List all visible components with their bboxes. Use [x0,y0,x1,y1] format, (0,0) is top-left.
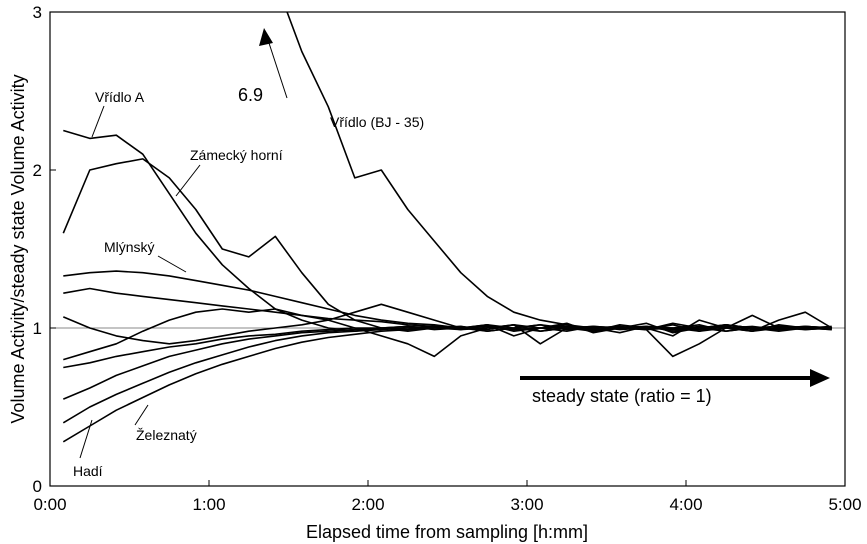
series-line [63,129,832,334]
leader-line [79,419,93,459]
series-line [286,12,832,332]
y-tick-label: 0 [33,477,42,496]
series-label: Zámecký horní [190,147,283,163]
x-tick-label: 2:00 [351,495,384,514]
x-axis-title: Elapsed time from sampling [h:mm] [306,522,588,542]
y-tick-label: 2 [33,161,42,180]
plot-area [50,12,845,443]
leader-line [157,255,187,273]
series-label: Hadí [73,463,103,479]
y-tick-label: 3 [33,3,42,22]
leader-line [175,164,201,197]
plot-frame [49,11,846,487]
annotation: 6.9 [238,85,263,105]
x-tick-label: 1:00 [192,495,225,514]
series-line [62,322,832,400]
series-line [63,287,832,332]
series-label: Vřídlo A [95,89,145,105]
y-tick-label: 1 [33,319,42,338]
series-label: Železnatý [136,427,197,443]
series-label: Mlýnský [104,239,155,255]
x-tick-label: 3:00 [510,495,543,514]
y-axis-title: Volume Activity/steady state Volume Acti… [8,74,28,423]
leader-lines [79,28,830,459]
series-label: Vřídlo (BJ - 35) [330,114,424,130]
peak-arrow-head [259,28,273,46]
leader-line [91,105,105,138]
series-line [62,158,832,332]
annotation: steady state (ratio = 1) [532,386,712,406]
series-line [63,303,833,361]
x-tick-label: 4:00 [669,495,702,514]
x-tick-label: 5:00 [828,495,861,514]
leader-line [134,404,149,426]
x-tick-label: 0:00 [33,495,66,514]
steady-arrow-head [810,369,830,387]
peak-arrow-line [267,39,288,99]
series-line [62,324,832,424]
series-line [62,314,832,358]
